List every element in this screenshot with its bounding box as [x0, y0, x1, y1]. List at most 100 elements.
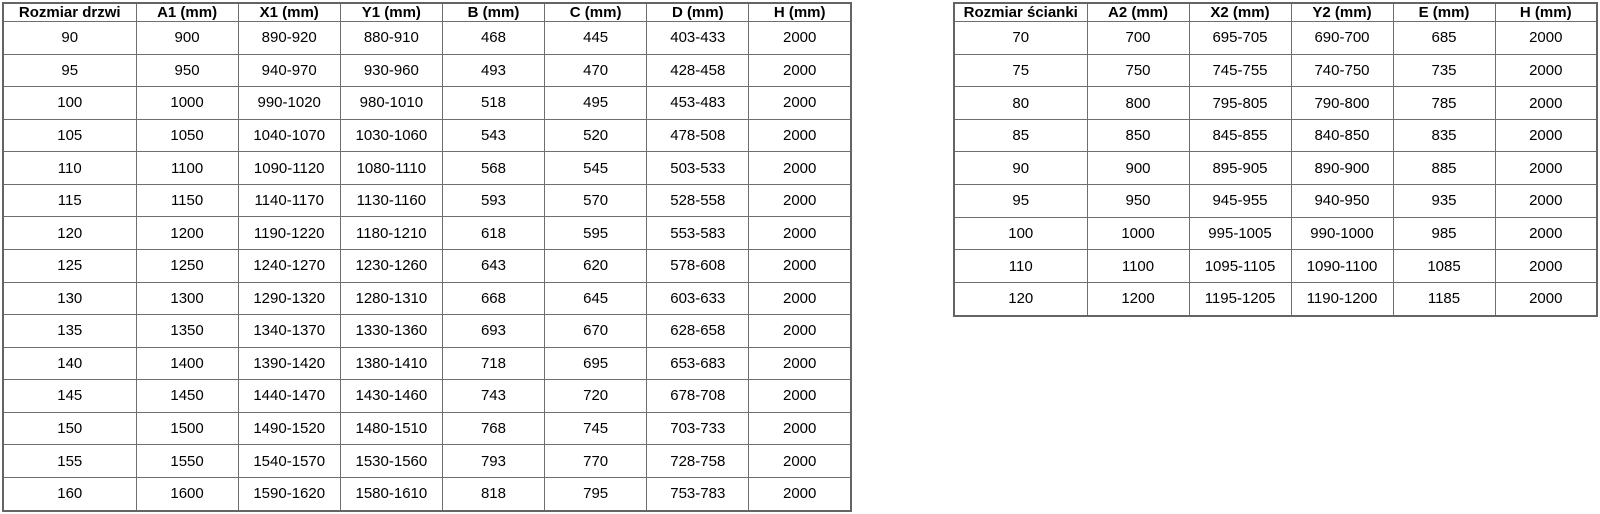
- table-cell: 2000: [748, 183, 852, 218]
- table-cell: 950: [135, 53, 239, 88]
- column-header: B (mm): [441, 2, 546, 22]
- table-cell: 100: [2, 86, 137, 120]
- table-cell: 1250: [135, 248, 239, 283]
- table-cell: 735: [1392, 53, 1496, 88]
- table-cell: 750: [1086, 53, 1190, 88]
- table-cell: 718: [441, 346, 546, 381]
- table-cell: 753-783: [646, 476, 750, 512]
- table-cell: 690-700: [1290, 21, 1394, 55]
- table-row: 95 950 945-955 940-950 935 2000: [953, 184, 1598, 218]
- table-cell: 645: [544, 281, 648, 316]
- table-cell: 403-433: [646, 21, 750, 55]
- table-cell: 728-758: [646, 444, 750, 478]
- table-cell: 453-483: [646, 86, 750, 120]
- column-header: A2 (mm): [1086, 2, 1190, 22]
- table-cell: 2000: [748, 248, 852, 283]
- table-row: 115 1150 1140-1170 1130-1160 593 570 528-558 20…: [2, 183, 852, 218]
- table-cell: 2000: [1494, 151, 1598, 186]
- table-cell: 900: [1086, 151, 1190, 186]
- table-cell: 940-970: [237, 53, 341, 88]
- table-cell: 1090-1120: [237, 151, 341, 185]
- table-cell: 670: [544, 314, 648, 348]
- table-cell: 1085: [1392, 249, 1496, 283]
- door-size-table: Rozmiar drzwi A1 (mm) X1 (mm) Y1 (mm) B (mm)…: [2, 2, 852, 512]
- table-cell: 1530-1560: [339, 444, 443, 478]
- table-cell: 1440-1470: [237, 379, 341, 413]
- table-cell: 890-920: [237, 21, 341, 55]
- column-header: Rozmiar drzwi: [2, 2, 137, 22]
- table-cell: 120: [953, 281, 1088, 317]
- table-cell: 2000: [1494, 53, 1598, 88]
- table-cell: 125: [2, 248, 137, 283]
- table-cell: 795: [544, 476, 648, 512]
- table-cell: 1600: [135, 476, 239, 512]
- table-cell: 1500: [135, 411, 239, 446]
- table-row: 140 1400 1390-1420 1380-1410 718 695 653-683 20…: [2, 346, 852, 381]
- table-row: 155 1550 1540-1570 1530-1560 793 770 728-758 20…: [2, 444, 852, 478]
- table-cell: 2000: [748, 281, 852, 316]
- table-cell: 1280-1310: [339, 281, 443, 316]
- table-cell: 628-658: [646, 314, 750, 348]
- table-cell: 885: [1392, 151, 1496, 186]
- table-cell: 160: [2, 476, 137, 512]
- column-header: H (mm): [1494, 2, 1598, 22]
- table-cell: 115: [2, 183, 137, 218]
- header-row: Rozmiar ścianki A2 (mm) X2 (mm) Y2 (mm) E (m…: [953, 2, 1598, 22]
- table-row: 135 1350 1340-1370 1330-1360 693 670 628-658 20…: [2, 314, 852, 348]
- table-cell: 2000: [748, 53, 852, 88]
- table-cell: 1190-1200: [1290, 281, 1394, 317]
- table-row: 145 1450 1440-1470 1430-1460 743 720 678-708 20…: [2, 379, 852, 413]
- table-cell: 1200: [135, 216, 239, 250]
- table-cell: 1130-1160: [339, 183, 443, 218]
- table-row: 160 1600 1590-1620 1580-1610 818 795 753-783 20…: [2, 476, 852, 512]
- table-cell: 2000: [748, 346, 852, 381]
- table-cell: 1290-1320: [237, 281, 341, 316]
- table-cell: 543: [441, 118, 546, 153]
- table-cell: 850: [1086, 118, 1190, 153]
- table-cell: 1100: [1086, 249, 1190, 283]
- column-header: D (mm): [646, 2, 750, 22]
- table-row: 100 1000 990-1020 980-1010 518 495 453-483 2000: [2, 86, 852, 120]
- table-row: 85 850 845-855 840-850 835 2000: [953, 118, 1598, 153]
- table-cell: 1480-1510: [339, 411, 443, 446]
- table-row: 130 1300 1290-1320 1280-1310 668 645 603-633 20…: [2, 281, 852, 316]
- table-cell: 1000: [135, 86, 239, 120]
- table-cell: 478-508: [646, 118, 750, 153]
- table-cell: 110: [953, 249, 1088, 283]
- table-cell: 685: [1392, 21, 1496, 55]
- table-cell: 1350: [135, 314, 239, 348]
- table-cell: 1490-1520: [237, 411, 341, 446]
- table-cell: 120: [2, 216, 137, 250]
- table-cell: 2000: [748, 411, 852, 446]
- table-cell: 2000: [1494, 216, 1598, 251]
- table-cell: 790-800: [1290, 86, 1394, 120]
- table-cell: 1000: [1086, 216, 1190, 251]
- table-cell: 2000: [748, 118, 852, 153]
- table-cell: 1090-1100: [1290, 249, 1394, 283]
- table-cell: 1580-1610: [339, 476, 443, 512]
- table-cell: 2000: [748, 21, 852, 55]
- table-cell: 100: [953, 216, 1088, 251]
- table-row: 150 1500 1490-1520 1480-1510 768 745 703-733 20…: [2, 411, 852, 446]
- table-row: 90 900 895-905 890-900 885 2000: [953, 151, 1598, 186]
- table-cell: 990-1020: [237, 86, 341, 120]
- table-cell: 1080-1110: [339, 151, 443, 185]
- column-header: C (mm): [544, 2, 648, 22]
- column-header: X2 (mm): [1188, 2, 1292, 22]
- table-cell: 90: [2, 21, 137, 55]
- table-cell: 2000: [1494, 118, 1598, 153]
- table-cell: 890-900: [1290, 151, 1394, 186]
- table-cell: 2000: [1494, 249, 1598, 283]
- table-cell: 695: [544, 346, 648, 381]
- table-cell: 1140-1170: [237, 183, 341, 218]
- table-cell: 700: [1086, 21, 1190, 55]
- table-row: 100 1000 995-1005 990-1000 985 2000: [953, 216, 1598, 251]
- table-row: 110 1100 1095-1105 1090-1100 1085 2000: [953, 249, 1598, 283]
- table-cell: 720: [544, 379, 648, 413]
- table-cell: 75: [953, 53, 1088, 88]
- table-cell: 553-583: [646, 216, 750, 250]
- table-cell: 1450: [135, 379, 239, 413]
- table-cell: 703-733: [646, 411, 750, 446]
- table-cell: 145: [2, 379, 137, 413]
- table-cell: 135: [2, 314, 137, 348]
